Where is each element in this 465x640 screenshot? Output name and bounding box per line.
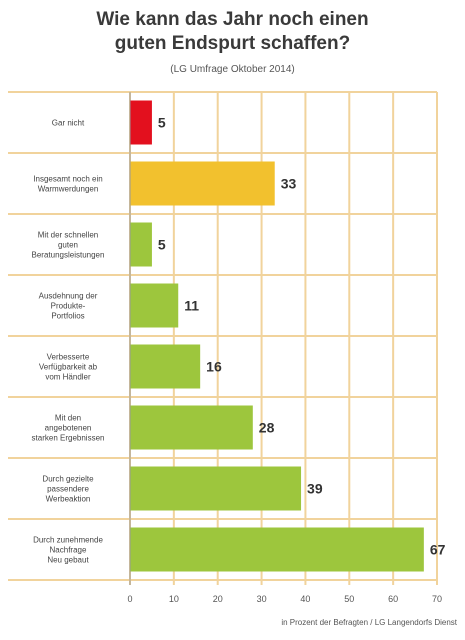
category-label-line: Neu gebaut — [47, 556, 89, 565]
x-tick-label: 60 — [388, 594, 398, 604]
category-label-line: Warmwerdungen — [38, 185, 99, 194]
bar-value-label: 39 — [307, 481, 323, 497]
x-tick-label: 70 — [432, 594, 442, 604]
chart-title: Wie kann das Jahr noch einen guten Endsp… — [40, 8, 425, 56]
title-line-1: Wie kann das Jahr noch einen — [96, 9, 369, 30]
category-label-line: Ausdehnung der — [39, 292, 98, 301]
bar-value-label: 33 — [281, 176, 297, 192]
bar-value-label: 67 — [430, 542, 446, 558]
bar — [130, 527, 424, 572]
x-tick-label: 40 — [300, 594, 310, 604]
category-label-line: Portfolios — [51, 312, 84, 321]
title-line-2: guten Endspurt schaffen? — [114, 33, 351, 54]
category-label-line: guten — [58, 241, 78, 250]
category-label-line: Verbesserte — [47, 353, 90, 362]
x-tick-label: 50 — [344, 594, 354, 604]
category-label-line: Verfügbarkeit ab — [39, 363, 98, 372]
category-label-line: Mit den — [55, 414, 81, 423]
category-label: Mit den angebotenen starken Ergebnissen — [32, 414, 105, 443]
chart-subtitle: (LG Umfrage Oktober 2014) — [170, 64, 295, 75]
category-label-line: Beratungsleistungen — [32, 251, 105, 260]
category-label-line: angebotenen — [45, 424, 92, 433]
x-tick-label: 30 — [257, 594, 267, 604]
bar — [130, 222, 152, 267]
category-label: Ausdehnung der Produkte-Portfolios — [39, 292, 98, 321]
bar-value-label: 5 — [158, 237, 166, 253]
category-label-line: Nachfrage — [50, 546, 87, 555]
category-label-line: Produkte- — [51, 302, 86, 311]
x-tick-label: 0 — [127, 594, 132, 604]
category-label-line: passendere — [47, 485, 89, 494]
category-label-line: starken Ergebnissen — [32, 434, 105, 443]
category-label: Durch zunehmende Nachfrage Neu gebaut — [33, 536, 103, 565]
category-label-line: vom Händler — [45, 373, 91, 382]
category-label-line: Mit der schnellen — [38, 231, 98, 240]
category-label: Durch gezielte passendere Werbeaktion — [42, 475, 94, 504]
bar — [130, 405, 253, 450]
x-tick-label: 10 — [169, 594, 179, 604]
bar-value-label: 28 — [259, 420, 275, 436]
category-label-line: Werbeaktion — [46, 495, 91, 504]
category-label-line: Durch zunehmende — [33, 536, 103, 545]
x-tick-label: 20 — [213, 594, 223, 604]
category-label: Mit der schnellen guten Beratungsleistunge… — [32, 231, 105, 260]
category-label-line: Gar nicht — [52, 119, 85, 128]
category-label-line: Durch gezielte — [42, 475, 94, 484]
bar-value-label: 16 — [206, 359, 222, 375]
bar — [130, 100, 152, 145]
bar — [130, 161, 275, 206]
bar — [130, 466, 302, 511]
category-label: Gar nicht — [52, 119, 85, 128]
bar-value-label: 5 — [158, 115, 166, 131]
category-label: Insgesamt noch ein Warmwerdungen — [33, 175, 102, 194]
category-label: Verbesserte Verfügbarkeit ab vom Händler — [39, 353, 98, 382]
category-label-line: Insgesamt noch ein — [33, 175, 102, 184]
chart-footnote: in Prozent der Befragten / LG Langendorf… — [281, 618, 457, 627]
bar — [130, 283, 179, 328]
bar — [130, 344, 201, 389]
bar-value-label: 11 — [184, 298, 199, 314]
